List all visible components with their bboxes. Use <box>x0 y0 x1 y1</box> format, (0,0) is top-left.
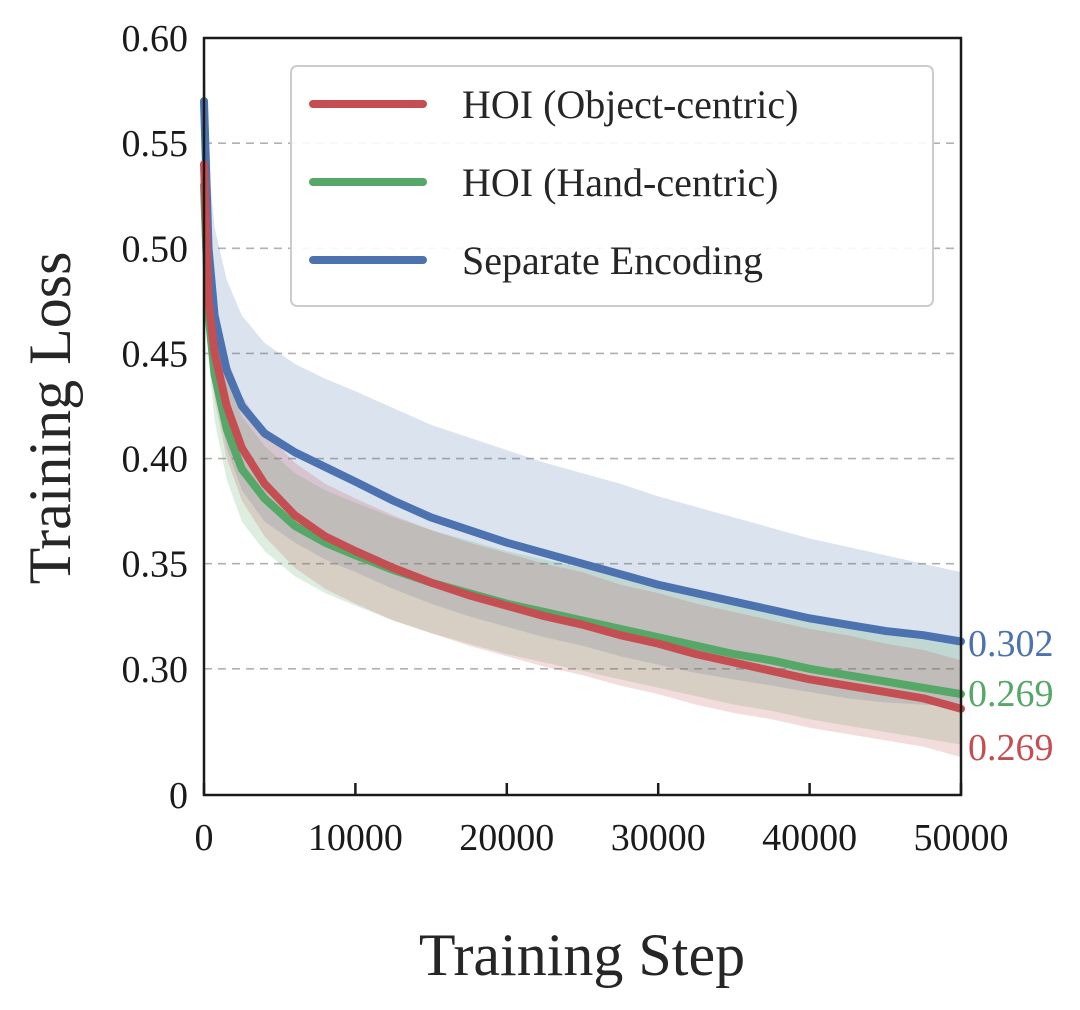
series-line-0 <box>200 160 965 713</box>
band-2 <box>204 38 961 707</box>
y-tick-label: 0.35 <box>122 544 189 586</box>
y-axis-ticks: 0 0.30 0.35 0.40 0.45 0.50 0.55 0.60 <box>122 18 189 817</box>
x-axis-ticks: 0 10000 20000 30000 40000 50000 <box>195 783 1009 859</box>
legend-label-0: HOI (Object-centric) <box>462 82 798 127</box>
x-axis-title: Training Step <box>419 922 745 988</box>
confidence-bands <box>204 38 961 758</box>
x-tick-label: 0 <box>195 817 214 859</box>
series-lines <box>200 97 965 713</box>
y-tick-label: 0.45 <box>122 333 189 375</box>
y-tick-label: 0.40 <box>122 439 189 481</box>
legend-label-2: Separate Encoding <box>462 238 763 283</box>
band-0 <box>204 122 961 758</box>
y-tick-label: 0.50 <box>122 228 189 270</box>
x-tick-label: 40000 <box>762 817 857 859</box>
y-tick-label: 0.30 <box>122 649 189 691</box>
y-axis-title: Training Loss <box>17 252 83 585</box>
end-label-2: 0.302 <box>968 623 1054 665</box>
x-tick-label: 50000 <box>914 817 1009 859</box>
plot-frame <box>202 36 963 797</box>
y-tick-label: 0 <box>169 775 188 817</box>
end-label-1: 0.269 <box>968 673 1054 715</box>
x-tick-label: 20000 <box>459 817 554 859</box>
x-tick-label: 30000 <box>611 817 706 859</box>
y-tick-label: 0.60 <box>122 18 189 60</box>
legend-box <box>290 65 934 307</box>
band-1 <box>204 143 961 745</box>
legend: HOI (Object-centric) HOI (Hand-centric) Se… <box>290 65 934 307</box>
end-labels: 0.269 0.269 0.302 <box>968 623 1054 769</box>
end-label-0: 0.269 <box>968 727 1054 769</box>
x-tick-label: 10000 <box>308 817 403 859</box>
series-line-2 <box>200 97 965 646</box>
y-tick-label: 0.55 <box>122 123 189 165</box>
legend-label-1: HOI (Hand-centric) <box>462 160 779 205</box>
